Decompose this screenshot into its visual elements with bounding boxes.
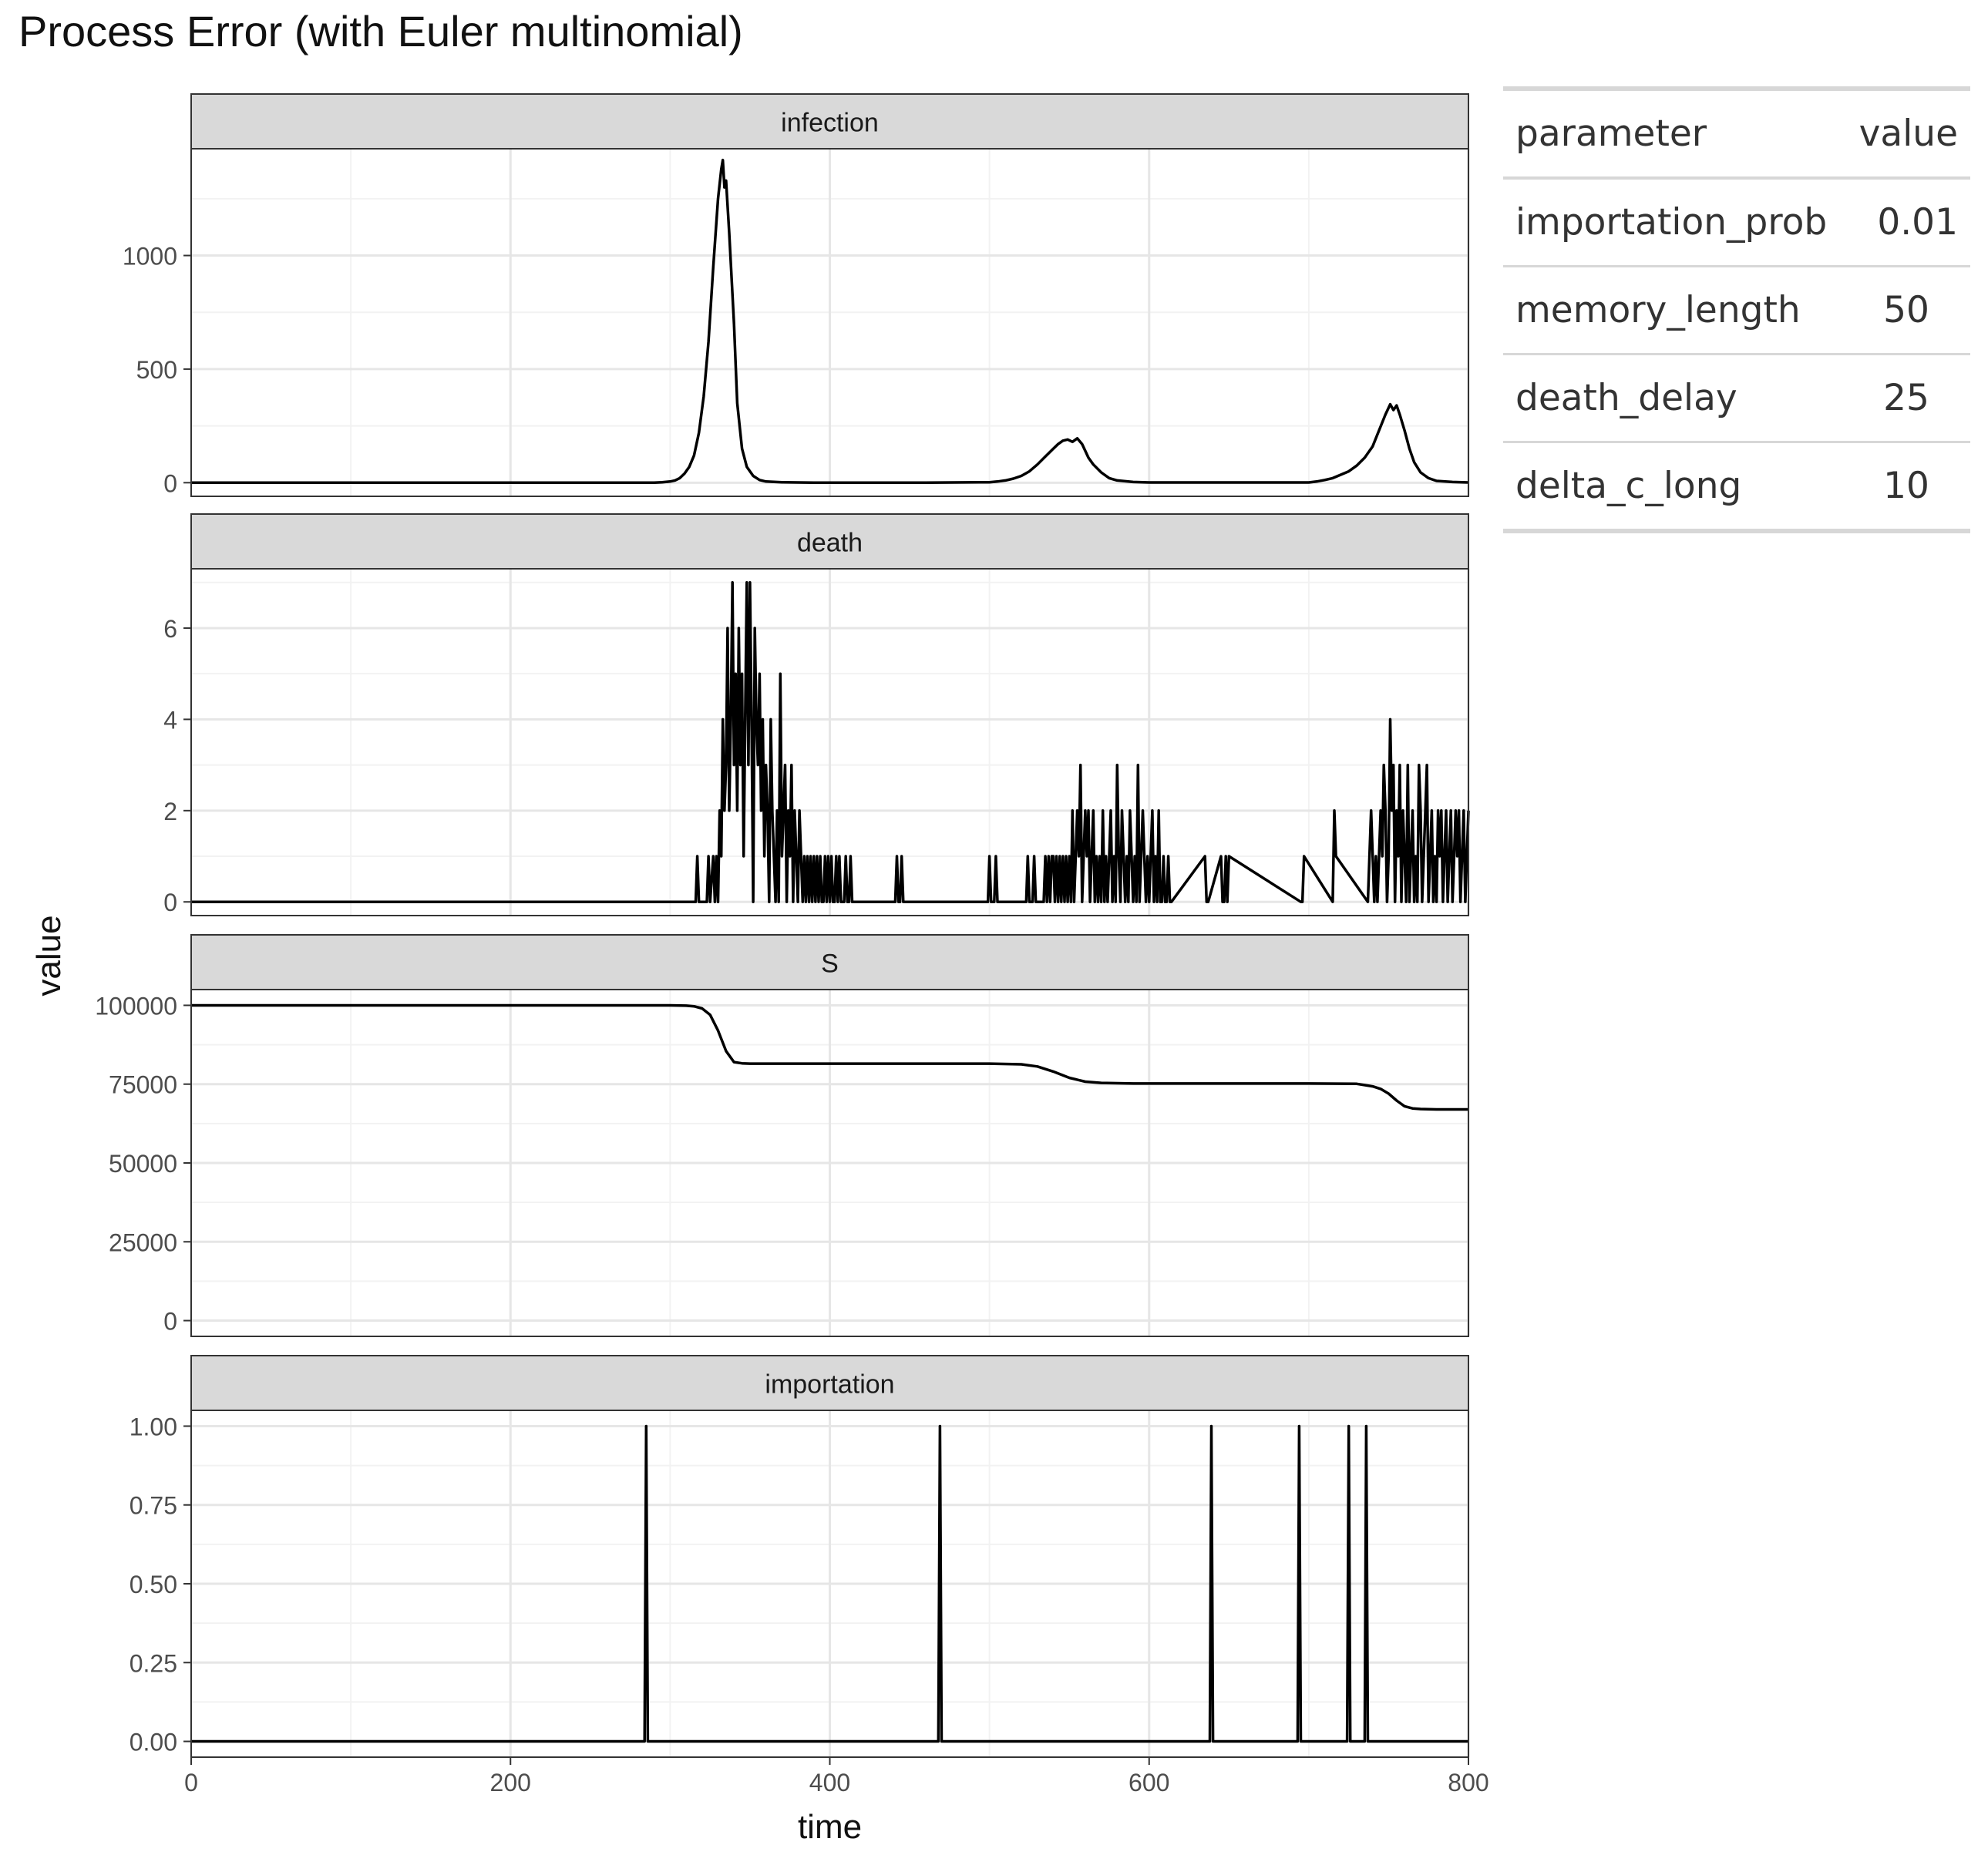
panel-border [190,989,1469,1337]
y-tick-label: 6 [163,615,177,643]
facet-strip [190,93,1469,150]
facet-strip [190,1355,1469,1411]
table-row: importation_prob 0.01 [1503,178,1970,267]
y-tick-label: 0 [163,1308,177,1336]
y-tick-label: 75000 [109,1071,177,1099]
x-tick-label: 600 [1129,1769,1169,1796]
parameter-name: memory_length [1503,266,1845,355]
series-line [191,158,1469,485]
column-header-parameter: parameter [1503,86,1845,180]
panel-s: S 0 25000 50000 75000 100000 [95,934,1470,1337]
chart-title: Process Error (with Euler multinomial) [19,7,743,55]
series-line [191,1003,1468,1111]
facet-strip [190,934,1469,990]
facet-strip [190,513,1469,570]
column-header-value: value [1845,86,1970,180]
panel-border [190,148,1469,497]
parameter-name: importation_prob [1503,178,1845,267]
x-tick-label: 200 [490,1769,531,1796]
x-axis-label: time [798,1808,862,1846]
parameter-name: death_delay [1503,354,1845,443]
y-tick-label: 0.75 [130,1492,177,1520]
series-line [191,581,1470,903]
series-line [191,1424,1468,1743]
panel-death: death 0 2 4 6 [163,513,1470,916]
parameter-table: parameter value importation_prob 0.01 me… [1503,86,1970,533]
facet-label: death [797,529,863,558]
x-tick-label: 400 [809,1769,850,1796]
x-tick-label: 0 [184,1769,198,1796]
y-tick-label: 0 [163,469,177,497]
y-tick-label: 50000 [109,1150,177,1178]
y-tick-label: 1.00 [130,1413,177,1440]
y-tick-label: 100000 [95,992,177,1020]
facet-label: S [821,949,839,979]
parameter-value: 0.01 [1845,178,1970,267]
table-row: delta_c_long 10 [1503,442,1970,533]
panel-border [190,568,1469,916]
y-tick-label: 4 [163,706,177,734]
y-tick-label: 0.25 [130,1649,177,1677]
parameter-value: 10 [1845,442,1970,533]
y-tick-label: 1000 [123,243,177,271]
table-row: memory_length 50 [1503,266,1970,355]
y-tick-label: 0.00 [130,1729,177,1756]
parameter-value: 25 [1845,354,1970,443]
panel-importation: importation 0.00 0.25 0.50 0.75 1.00 [130,1355,1470,1758]
panel-infection: infection 0 500 1000 [123,93,1470,497]
y-axis-label: value [30,915,68,996]
table-header-row: parameter value [1503,86,1970,180]
y-tick-label: 0 [163,889,177,916]
y-tick-label: 25000 [109,1228,177,1256]
parameter-value: 50 [1845,266,1970,355]
table-row: death_delay 25 [1503,354,1970,443]
facet-label: importation [765,1370,894,1400]
y-tick-label: 0.50 [130,1571,177,1598]
facet-label: infection [781,109,879,138]
x-tick-label: 800 [1448,1769,1488,1796]
parameter-name: delta_c_long [1503,442,1845,533]
y-tick-label: 500 [136,356,177,384]
y-tick-label: 2 [163,798,177,825]
faceted-line-chart: infection 0 500 1000 death 0 2 4 6 S 0 25000 50000 75… [30,93,1489,1846]
